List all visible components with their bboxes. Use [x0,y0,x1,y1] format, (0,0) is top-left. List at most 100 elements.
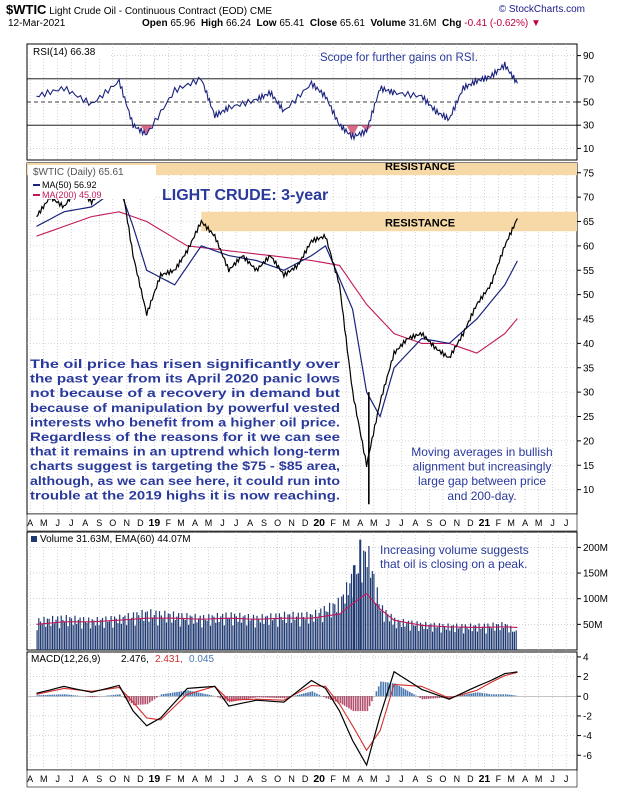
volume-bar [77,619,79,650]
macd-histogram-bar [476,692,479,697]
volume-bar [41,623,43,650]
volume-bar [323,606,325,650]
volume-bar [232,625,234,650]
macd-histogram-bar [279,696,282,699]
volume-legend-bg [28,533,228,545]
macd-histogram-bar [423,696,426,700]
macd-histogram-bar [72,695,75,697]
macd-histogram-bar [250,696,252,699]
macd-histogram-bar [486,693,488,697]
macd-histogram-bar [402,688,405,697]
macd-histogram-bar [298,694,301,697]
macd-histogram-bar [346,696,348,708]
macd-histogram-bar [303,693,305,697]
volume-bar [258,618,260,650]
volume-bar [164,610,166,650]
volume-bar [304,619,306,650]
volume-bar [494,630,496,650]
volume-legend-swatch [31,536,37,542]
macd-histogram-bar [76,695,79,697]
x-tick-label: J [69,518,74,528]
x-tick-label: 21 [479,773,491,785]
volume-bar [483,623,485,650]
macd-histogram-bar [61,694,64,697]
rsi-legend-bg [29,46,111,58]
volume-bar [181,613,183,650]
macd-histogram-bar [440,696,443,698]
x-tick-label: D [137,774,144,784]
open-label: Open [142,18,168,29]
volume-bar [169,613,171,650]
macd-histogram-bar [396,684,398,697]
volume-bar [83,617,85,650]
macd-legend-value: 2.476, [121,654,149,665]
volume-bar [126,625,128,650]
low-label: Low [256,18,277,29]
volume-bar [179,626,181,650]
macd-histogram-bar [354,696,357,712]
macd-histogram-bar [233,696,235,702]
macd-histogram-bar [137,696,140,705]
y-tick-label: 20 [583,436,595,447]
volume-bar [89,628,92,650]
volume-bar [39,621,42,650]
volume-bar [471,631,473,650]
y-tick-label: -2 [583,711,592,722]
volume-bar [124,615,126,650]
header-title-line: $WTIC Light Crude Oil - Continuous Contr… [6,2,272,17]
volume-bar [504,623,506,650]
ma200-legend: MA(200) 45.09 [42,190,102,200]
x-tick-label: S [96,774,102,784]
volume-bar [174,620,176,650]
macd-histogram-bar [350,696,352,710]
macd-histogram-bar [95,696,98,697]
volume-bar [426,629,428,650]
macd-histogram-bar [294,695,297,697]
macd-histogram-bar [281,696,284,699]
volume-bar [67,626,69,650]
volume-bar [45,626,47,650]
volume-bar [380,610,382,650]
macd-histogram-bar [348,696,350,709]
macd-histogram-bar [40,695,43,697]
chg-label: Chg [442,18,462,29]
volume-bar [432,631,434,650]
volume-bar [390,613,392,650]
volume-annotation-line: Increasing volume suggests [380,543,529,557]
macd-histogram-bar [470,693,472,697]
volume-bar [270,613,272,650]
macd-histogram-bar [53,694,55,697]
volume-bar [191,616,193,650]
x-tick-label: O [109,774,116,784]
volume-bar [318,612,320,650]
x-tick-label: J [399,774,404,784]
y-tick-label: 10 [583,485,595,496]
volume-bar [69,617,71,650]
x-tick-label: S [426,518,432,528]
volume-bar [414,625,416,650]
volume-bar [433,622,435,650]
macd-histogram-bar [341,696,344,705]
macd-histogram-bar [288,696,290,698]
x-tick-label: J [234,774,239,784]
macd-histogram-bar [352,696,355,712]
volume-bar [216,612,218,650]
macd-histogram-bar [153,696,156,700]
volume-bar [268,624,270,650]
volume-bar [271,620,274,650]
x-tick-label: O [109,518,116,528]
macd-histogram-bar [247,696,250,699]
macd-histogram-bar [273,696,275,698]
volume-bar [373,573,375,650]
volume-bar [141,609,143,650]
macd-histogram-bar [237,696,239,701]
volume-bar [438,623,441,650]
macd-legend-hist: 0.045 [189,654,214,665]
macd-histogram-bar [123,696,126,698]
macd-histogram-bar [206,694,208,697]
x-tick-label: J [564,774,569,784]
x-tick-label: D [467,774,474,784]
volume-bar [98,625,100,650]
macd-histogram-bar [267,696,269,698]
